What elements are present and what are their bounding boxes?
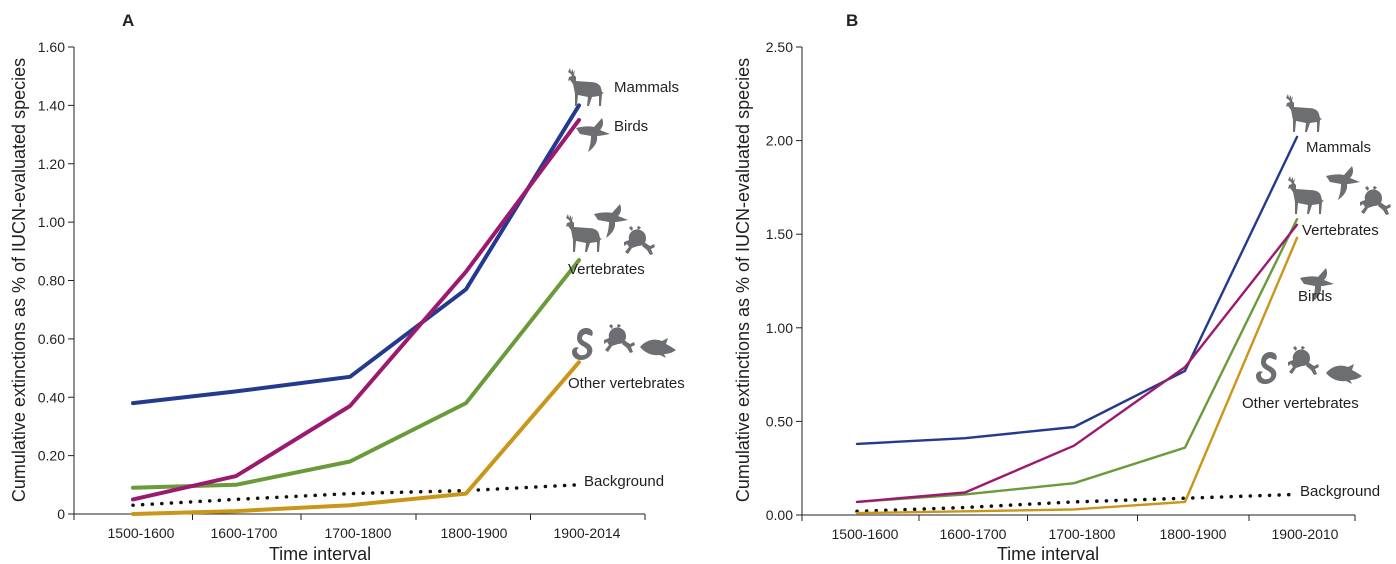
- x-tick-label: 1500-1600: [108, 525, 175, 541]
- y-tick-label: 0.40: [38, 389, 65, 405]
- label-birds-a: Birds: [614, 118, 648, 135]
- vertebrates-deer-icon: [566, 214, 602, 252]
- amphibian-frog-icon: [1288, 346, 1319, 375]
- panel-a-x-ticks: 1500-1600 1600-1700 1700-1800 1800-1900 1900…: [73, 514, 646, 541]
- y-tick-label: 0.50: [766, 413, 793, 429]
- y-tick-label: 1.60: [38, 39, 65, 55]
- series-line-other-vertebrates: [855, 236, 1299, 515]
- series-line-birds: [131, 118, 581, 502]
- panel-b-y-ticks: 0.00 0.50 1.00 1.50 2.00 2.50: [766, 39, 802, 523]
- x-tick-label: 1700-1800: [325, 525, 392, 541]
- panel-letter-b: B: [846, 11, 858, 30]
- y-tick-label: 0.60: [38, 331, 65, 347]
- label-vertebrates-a: Vertebrates: [568, 261, 645, 278]
- panel-b-y-axis-title: Cumulative extinctions as % of IUCN-eval…: [733, 58, 753, 502]
- mammal-deer-icon: [568, 68, 604, 106]
- y-tick-label: 0: [57, 506, 65, 522]
- series-line-birds: [855, 223, 1299, 504]
- panel-a-y-axis-title: Cumulative extinctions as % of IUCN-eval…: [9, 58, 29, 502]
- y-tick-label: 2.50: [766, 39, 793, 55]
- panel-letter-a: A: [122, 11, 134, 30]
- x-tick-label: 1800-1900: [1160, 526, 1227, 542]
- reptile-snake-icon: [572, 328, 593, 360]
- label-mammals-b: Mammals: [1306, 139, 1371, 156]
- series-line-other-vertebrates: [131, 360, 581, 516]
- x-tick-label: 1600-1700: [211, 525, 278, 541]
- x-tick-label: 1500-1600: [832, 526, 899, 542]
- panel-b-series: [855, 135, 1299, 515]
- y-tick-label: 0.80: [38, 273, 65, 289]
- x-tick-label: 1600-1700: [940, 526, 1007, 542]
- label-other-vertebrates-b: Other vertebrates: [1242, 395, 1359, 412]
- label-background-a: Background: [584, 473, 664, 490]
- series-line-mammals: [131, 103, 581, 406]
- panel-a: A 0 0.20 0.40 0.60 0.80 1.00 1.20 1.40 1.60 1500…: [9, 11, 685, 564]
- y-tick-label: 2.00: [766, 133, 793, 149]
- y-tick-label: 1.00: [38, 214, 65, 230]
- vertebrates-frog-icon: [1360, 186, 1391, 215]
- series-line-mammals: [855, 135, 1299, 446]
- fish-icon: [1326, 364, 1362, 384]
- y-tick-label: 1.20: [38, 156, 65, 172]
- y-tick-label: 1.50: [766, 226, 793, 242]
- label-other-vertebrates-a: Other vertebrates: [568, 375, 685, 392]
- label-birds-b: Birds: [1298, 288, 1332, 305]
- vertebrates-bird-icon: [594, 204, 628, 238]
- panel-b-x-axis-title: Time interval: [997, 544, 1099, 564]
- panel-b: B 0.00 0.50 1.00 1.50 2.00 2.50 1500-1600 1600…: [733, 11, 1391, 564]
- y-tick-label: 0.00: [766, 507, 793, 523]
- bird-swallow-icon: [576, 118, 610, 152]
- vertebrates-deer-icon: [1288, 176, 1324, 214]
- fish-icon: [640, 338, 676, 358]
- y-tick-label: 1.00: [766, 320, 793, 336]
- x-tick-label: 1700-1800: [1049, 526, 1116, 542]
- x-tick-label: 1800-1900: [441, 525, 508, 541]
- label-background-b: Background: [1300, 483, 1380, 500]
- series-line-background: [131, 483, 581, 507]
- label-mammals-a: Mammals: [614, 79, 679, 96]
- series-line-vertebrates: [855, 217, 1299, 504]
- panel-a-x-axis-title: Time interval: [269, 544, 371, 564]
- y-tick-label: 1.40: [38, 97, 65, 113]
- panel-a-y-ticks: 0 0.20 0.40 0.60 0.80 1.00 1.20 1.40 1.60: [38, 39, 74, 522]
- vertebrates-frog-icon: [624, 226, 655, 255]
- mammal-deer-icon: [1286, 94, 1322, 132]
- series-line-background: [855, 492, 1299, 514]
- reptile-snake-icon: [1256, 352, 1277, 384]
- x-tick-label: 1900-2010: [1272, 526, 1339, 542]
- y-tick-label: 0.20: [38, 448, 65, 464]
- amphibian-frog-icon: [604, 324, 635, 353]
- panel-a-series: [131, 103, 581, 516]
- panel-b-x-ticks: 1500-1600 1600-1700 1700-1800 1800-1900 1900…: [801, 515, 1356, 542]
- x-tick-label: 1900-2014: [554, 525, 621, 541]
- label-vertebrates-b: Vertebrates: [1302, 222, 1379, 239]
- vertebrates-bird-icon: [1326, 166, 1360, 200]
